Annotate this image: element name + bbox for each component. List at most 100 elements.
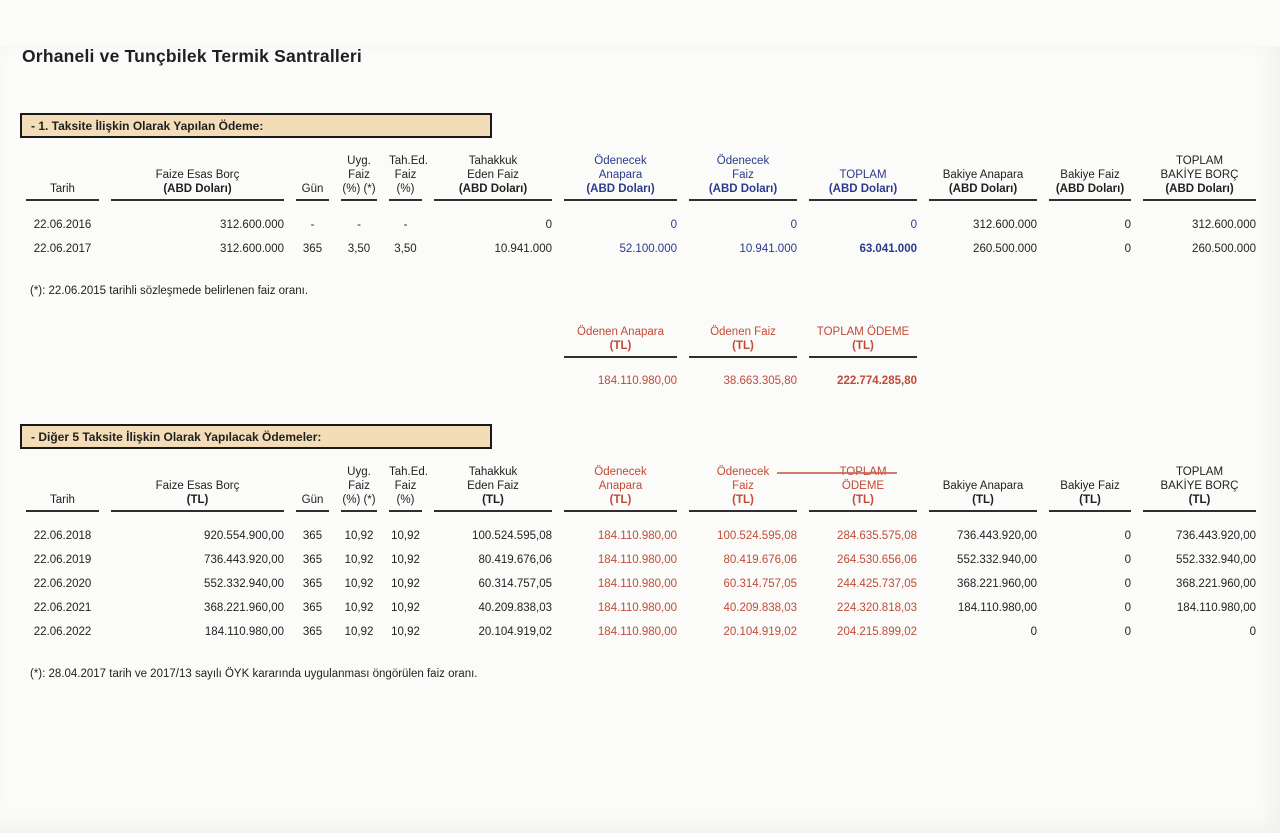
cell-tahakkuk-eden-faiz: 60.314.757,05 xyxy=(478,578,552,590)
table-row: 22.06.2017 312.600.000 365 3,50 3,50 10.941.0… xyxy=(20,237,1262,261)
cell-tahakkuk-eden-faiz: 20.104.919,02 xyxy=(478,626,552,638)
cell-odenecek-faiz: 20.104.919,02 xyxy=(723,626,797,638)
cell-tahed-faiz: 10,92 xyxy=(391,530,420,542)
column-header-odenecek-faiz: Ödenecek Faiz (ABD Doları) xyxy=(683,148,803,201)
header-row: Tarih Faize Esas Borç (ABD Doları) Gün Uyg. F… xyxy=(20,148,1262,201)
column-header-faize-esas-borc: Faize Esas Borç (ABD Doları) xyxy=(105,148,290,201)
column-header-tahakkuk-eden-faiz: Tahakkuk Eden Faiz (TL) xyxy=(428,459,558,512)
cell-toplam-odeme: 244.425.737,05 xyxy=(837,578,917,590)
cell-odenecek-faiz: 60.314.757,05 xyxy=(723,578,797,590)
cell-faize-esas-borc: 312.600.000 xyxy=(220,243,284,255)
cell-uyg-faiz: - xyxy=(357,219,361,231)
cell-gun: 365 xyxy=(302,243,323,255)
column-header-faize-esas-borc: Faize Esas Borç (TL) xyxy=(105,459,290,512)
cell-gun: 365 xyxy=(302,578,323,590)
cell-odenecek-faiz: 100.524.595,08 xyxy=(717,530,797,542)
cell-bakiye-anapara: 312.600.000 xyxy=(973,219,1037,231)
cell-toplam-odeme: 222.774.285,80 xyxy=(837,375,917,387)
values-row: 184.110.980,00 38.663.305,80 222.774.285,8… xyxy=(558,358,923,392)
cell-odenecek-faiz: 10.941.000 xyxy=(739,243,797,255)
column-header-odenecek-anapara: Ödenecek Anapara (ABD Doları) xyxy=(558,148,683,201)
cell-tarih: 22.06.2019 xyxy=(33,554,92,566)
column-header-toplam-odeme: TOPLAM ÖDEME (TL) xyxy=(803,459,923,512)
cell-toplam-odeme: 224.320.818,03 xyxy=(837,602,917,614)
section1-table-wrap: Tarih Faize Esas Borç (ABD Doları) Gün Uyg. F… xyxy=(20,148,1260,261)
cell-toplam-bakiye-borc: 0 xyxy=(1249,626,1256,638)
cell-bakiye-faiz: 0 xyxy=(1124,578,1131,590)
paid-summary-wrap: Ödenen Anapara (TL) Ödenen Faiz (TL) TOPLAM … xyxy=(558,325,1260,392)
column-header-tahakkuk-eden-faiz: Tahakkuk Eden Faiz (ABD Doları) xyxy=(428,148,558,201)
cell-tarih: 22.06.2018 xyxy=(33,530,92,542)
cell-bakiye-faiz: 0 xyxy=(1124,602,1131,614)
header-row: Tarih Faize Esas Borç (TL) Gün Uyg. Faiz (%) (… xyxy=(20,459,1262,512)
table-row: 22.06.2019 736.443.920,00 365 10,92 10,92 80.… xyxy=(20,548,1262,572)
cell-bakiye-anapara: 368.221.960,00 xyxy=(957,578,1037,590)
column-header-odenen-anapara: Ödenen Anapara (TL) xyxy=(558,325,683,358)
cell-odenen-faiz: 38.663.305,80 xyxy=(723,375,797,387)
cell-odenecek-faiz: 40.209.838,03 xyxy=(723,602,797,614)
column-header-bakiye-anapara: Bakiye Anapara (TL) xyxy=(923,459,1043,512)
cell-odenecek-anapara: 184.110.980,00 xyxy=(597,554,677,566)
cell-toplam-bakiye-borc: 736.443.920,00 xyxy=(1176,530,1256,542)
column-header-bakiye-anapara: Bakiye Anapara (ABD Doları) xyxy=(923,148,1043,201)
cell-odenecek-faiz: 0 xyxy=(790,219,797,231)
paid-summary-table: Ödenen Anapara (TL) Ödenen Faiz (TL) TOPLAM … xyxy=(558,325,923,392)
cell-tarih: 22.06.2022 xyxy=(33,626,92,638)
cell-tarih: 22.06.2016 xyxy=(33,219,92,231)
column-header-toplam-bakiye-borc: TOPLAM BAKİYE BORÇ (ABD Doları) xyxy=(1137,148,1262,201)
cell-faize-esas-borc: 312.600.000 xyxy=(220,219,284,231)
cell-faize-esas-borc: 736.443.920,00 xyxy=(204,554,284,566)
column-header-odenen-faiz: Ödenen Faiz (TL) xyxy=(683,325,803,358)
section2-table-wrap: Tarih Faize Esas Borç (TL) Gün Uyg. Faiz (%) (… xyxy=(20,459,1260,644)
cell-bakiye-anapara: 184.110.980,00 xyxy=(957,602,1037,614)
cell-gun: 365 xyxy=(302,554,323,566)
column-header-toplam-bakiye-borc: TOPLAM BAKİYE BORÇ (TL) xyxy=(1137,459,1262,512)
cell-odenecek-anapara: 184.110.980,00 xyxy=(597,578,677,590)
header-row: Ödenen Anapara (TL) Ödenen Faiz (TL) TOPLAM … xyxy=(558,325,923,358)
cell-bakiye-faiz: 0 xyxy=(1124,219,1131,231)
column-header-uyg-faiz: Uyg. Faiz (%) (*) xyxy=(335,459,383,512)
strikethrough-artifact-line xyxy=(777,472,897,474)
cell-toplam-bakiye-borc: 312.600.000 xyxy=(1192,219,1256,231)
column-header-tarih: Tarih xyxy=(20,148,105,201)
cell-tahed-faiz: 10,92 xyxy=(391,626,420,638)
table-row: 22.06.2020 552.332.940,00 365 10,92 10,92 60.… xyxy=(20,572,1262,596)
cell-bakiye-faiz: 0 xyxy=(1124,626,1131,638)
cell-toplam-odeme: 264.530.656,06 xyxy=(837,554,917,566)
cell-uyg-faiz: 3,50 xyxy=(347,243,371,255)
cell-tarih: 22.06.2017 xyxy=(33,243,92,255)
cell-tahed-faiz: 10,92 xyxy=(391,554,420,566)
column-header-gun: Gün xyxy=(290,459,335,512)
column-header-odenecek-faiz: Ödenecek Faiz (TL) xyxy=(683,459,803,512)
cell-toplam: 63.041.000 xyxy=(859,243,917,255)
cell-tahakkuk-eden-faiz: 40.209.838,03 xyxy=(478,602,552,614)
cell-faize-esas-borc: 368.221.960,00 xyxy=(204,602,284,614)
column-header-tarih: Tarih xyxy=(20,459,105,512)
installments-table: Tarih Faize Esas Borç (TL) Gün Uyg. Faiz (%) (… xyxy=(20,459,1262,644)
cell-tahakkuk-eden-faiz: 80.419.676,06 xyxy=(478,554,552,566)
cell-tahakkuk-eden-faiz: 10.941.000 xyxy=(494,243,552,255)
column-header-gun: Gün xyxy=(290,148,335,201)
cell-faize-esas-borc: 920.554.900,00 xyxy=(204,530,284,542)
cell-gun: 365 xyxy=(302,530,323,542)
cell-bakiye-anapara: 552.332.940,00 xyxy=(957,554,1037,566)
cell-toplam-bakiye-borc: 552.332.940,00 xyxy=(1176,554,1256,566)
document-page: Orhaneli ve Tunçbilek Termik Santralleri… xyxy=(0,46,1280,680)
cell-bakiye-anapara: 260.500.000 xyxy=(973,243,1037,255)
cell-uyg-faiz: 10,92 xyxy=(344,554,374,566)
cell-toplam: 0 xyxy=(910,219,917,231)
cell-toplam-odeme: 204.215.899,02 xyxy=(837,626,917,638)
cell-bakiye-faiz: 0 xyxy=(1124,530,1131,542)
cell-uyg-faiz: 10,92 xyxy=(344,626,374,638)
cell-tahakkuk-eden-faiz: 100.524.595,08 xyxy=(472,530,552,542)
column-header-bakiye-faiz: Bakiye Faiz (TL) xyxy=(1043,459,1137,512)
cell-toplam-bakiye-borc: 368.221.960,00 xyxy=(1176,578,1256,590)
cell-bakiye-faiz: 0 xyxy=(1124,554,1131,566)
cell-toplam-odeme: 284.635.575,08 xyxy=(837,530,917,542)
cell-tahed-faiz: 10,92 xyxy=(391,602,420,614)
cell-odenecek-faiz: 80.419.676,06 xyxy=(723,554,797,566)
cell-toplam-bakiye-borc: 260.500.000 xyxy=(1192,243,1256,255)
column-header-toplam-odeme: TOPLAM ÖDEME (TL) xyxy=(803,325,923,358)
cell-odenecek-anapara: 52.100.000 xyxy=(619,243,677,255)
section2-footnote: (*): 28.04.2017 tarih ve 2017/13 sayılı … xyxy=(30,668,478,680)
